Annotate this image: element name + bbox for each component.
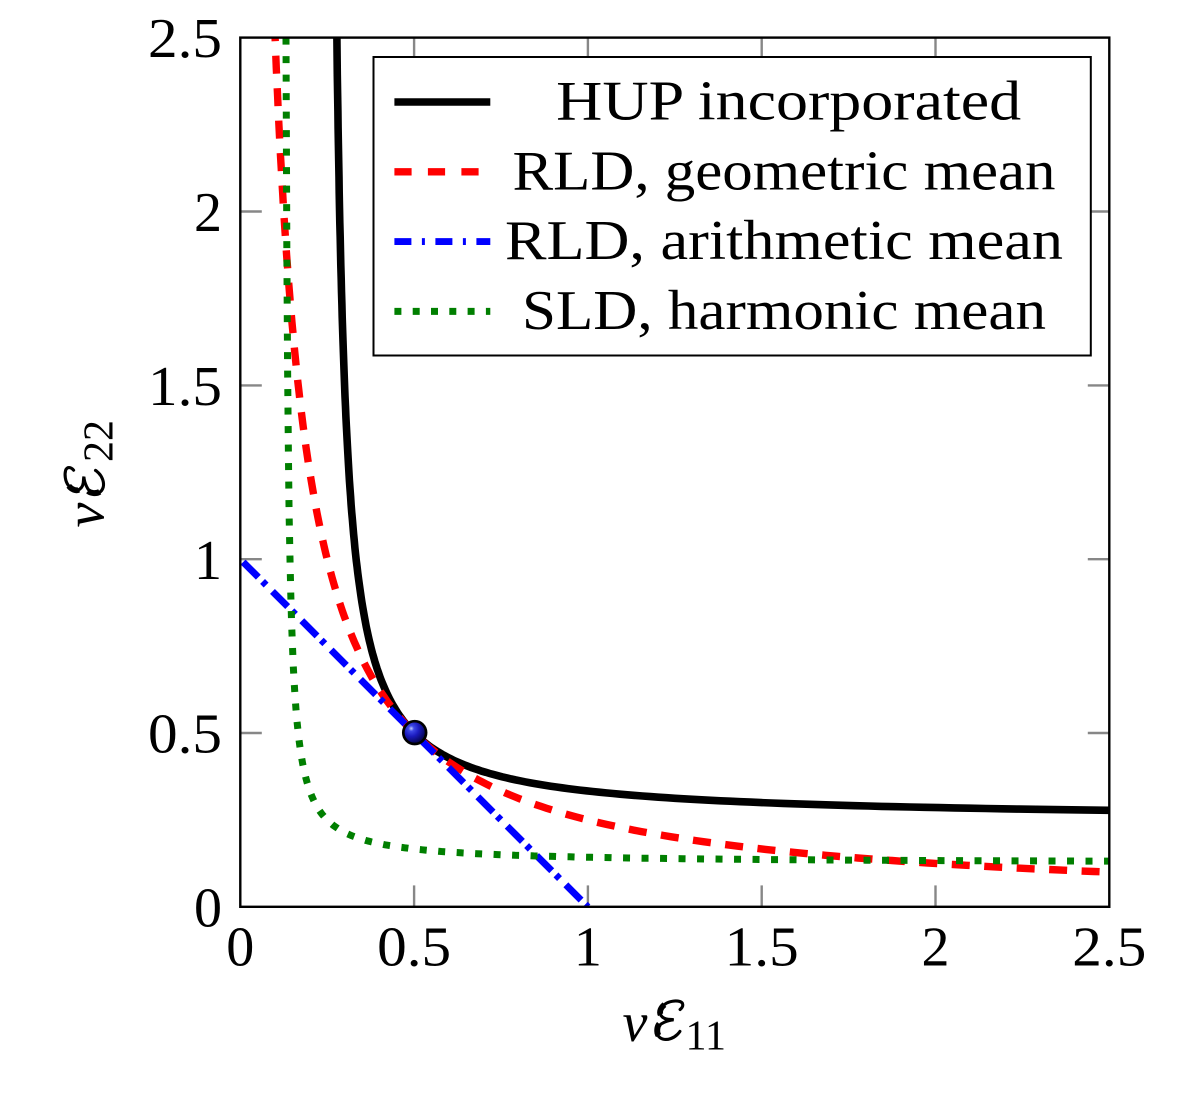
svg-text:0: 0 xyxy=(194,878,222,940)
svg-text:1: 1 xyxy=(194,530,222,592)
svg-text:0.5: 0.5 xyxy=(377,917,451,979)
svg-text:ν: ν xyxy=(55,503,117,528)
svg-text:11: 11 xyxy=(686,1013,726,1059)
svg-text:1: 1 xyxy=(574,917,602,979)
svg-text:2.5: 2.5 xyxy=(148,8,222,70)
svg-text:1.5: 1.5 xyxy=(148,356,222,418)
svg-text:22: 22 xyxy=(76,420,122,462)
svg-text:2: 2 xyxy=(194,182,222,244)
svg-text:HUP incorporated: HUP incorporated xyxy=(556,71,1021,133)
svg-text:1.5: 1.5 xyxy=(725,917,799,979)
svg-text:ν: ν xyxy=(623,992,648,1054)
svg-text:0: 0 xyxy=(226,917,254,979)
svg-text:2: 2 xyxy=(922,917,950,979)
svg-text:SLD, harmonic mean: SLD, harmonic mean xyxy=(522,280,1046,342)
svg-text:RLD, arithmetic mean: RLD, arithmetic mean xyxy=(505,210,1063,272)
svg-text:2.5: 2.5 xyxy=(1072,917,1146,979)
svg-text:0.5: 0.5 xyxy=(148,704,222,766)
svg-text:RLD, geometric mean: RLD, geometric mean xyxy=(513,140,1056,202)
